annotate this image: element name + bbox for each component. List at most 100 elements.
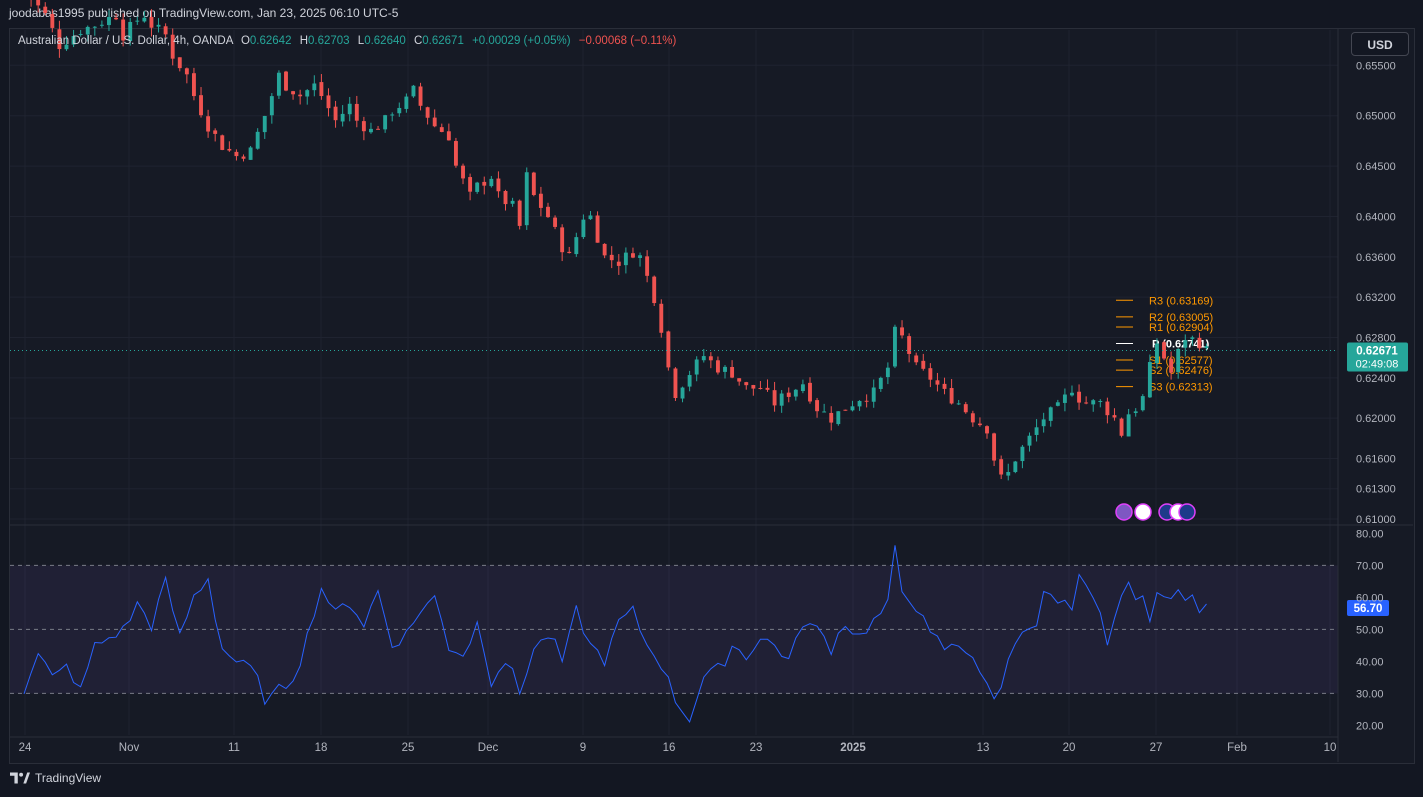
rsi-tick-label: 80.00 [1356,528,1384,540]
rsi-line [23,545,1207,723]
candle-body [900,327,904,336]
candle-body [623,252,628,266]
low-value: 0.62640 [364,35,406,47]
high-value: 0.62703 [308,35,350,47]
candle-body [36,0,41,6]
candle-body [645,256,650,276]
candle-body [1147,362,1152,398]
candle-body [376,128,380,130]
candle-body [921,360,926,369]
candle-body [985,426,989,434]
candle-body [553,217,558,227]
candle-body [1190,337,1195,339]
time-tick-label: 2025 [840,742,866,754]
candle-body [1041,419,1046,427]
price-tick-label: 0.63200 [1356,292,1396,304]
time-tick-label: 13 [977,742,990,754]
price-tick-label: 0.61300 [1356,484,1396,496]
time-tick-label: 25 [402,742,415,754]
candle-body [85,26,90,35]
rsi-background [10,564,1338,694]
flash-event-icon [1115,503,1133,521]
time-tick-label: 20 [1063,742,1076,754]
candle-body [354,103,359,121]
candle-body [524,172,529,226]
candle-body [156,24,161,27]
candle-body [1055,402,1060,406]
candle-body [772,390,777,406]
candle-body [50,14,55,28]
change-value: +0.00029 (+0.05%) [472,35,571,47]
candle-body [1197,337,1202,349]
candle-body [92,26,97,28]
candle-body [312,83,317,91]
time-tick-label: 18 [315,742,328,754]
candle-body [893,326,897,367]
candle-body [1119,418,1124,436]
candle-body [284,71,288,91]
time-tick-label: 11 [228,742,240,754]
rsi-tick-label: 70.00 [1356,560,1384,572]
candle-body [333,106,338,121]
chart-frame[interactable] [9,28,1415,764]
candle-body [878,377,883,389]
candle-body [255,131,260,149]
candle-body [326,95,331,109]
price-tick-label: 0.63600 [1356,252,1396,264]
candle-body [199,95,203,116]
candle-body [857,400,862,407]
candle-body [1084,402,1089,404]
candle-body [1169,358,1174,373]
rsi-tick-label: 20.00 [1356,720,1384,732]
change-value-2: −0.00068 (−0.11%) [578,35,677,47]
pivot-label: S2 (0.62476) [1149,365,1213,377]
candle-body [241,156,246,159]
candle-body [510,200,515,204]
candle-body [191,73,196,97]
candle-body [1098,400,1103,402]
candle-body [574,237,579,255]
candle-body [482,181,487,186]
candle-body [673,368,678,398]
candle-body [779,393,784,406]
footer-brand-label: TradingView [35,771,102,785]
time-tick-label: Feb [1227,742,1247,754]
ohlc-legend: Australian Dollar / U.S. Dollar, 4h, OAN… [18,35,676,47]
candle-body [468,177,473,192]
candle-body [149,16,154,28]
candle-body [43,6,48,13]
candle-body [595,215,600,243]
high-label: H [299,35,308,47]
rsi-value-badge [1347,599,1389,616]
candle-body [977,423,982,426]
candle-body [461,165,465,179]
currency-button[interactable]: USD [1351,32,1409,56]
pivot-label: P (0.62741) [1152,338,1210,350]
candle-body [751,385,756,389]
candle-body [864,400,869,402]
candle-body [234,151,239,157]
time-tick-label: 23 [750,742,763,754]
candle-body [1091,400,1096,405]
candle-body [262,115,267,133]
candle-body [142,17,147,22]
candle-body [793,389,798,397]
candle-body [446,131,451,141]
candle-body [1176,349,1181,373]
time-tick-label: 27 [1150,742,1163,754]
axes: 0.65500 0.65000 0.64500 0.64000 0.63600 0.632… [10,29,1413,762]
candle-body [708,356,713,361]
candle-body [276,72,281,96]
candle-body [107,16,111,26]
candle-body [298,94,303,97]
candle-body [1070,392,1074,396]
candle-body [970,413,975,423]
rsi-tick-label: 40.00 [1356,656,1384,668]
candle-body [723,366,727,372]
pivot-label: R2 (0.63005) [1149,312,1213,324]
footer-brand[interactable]: TradingView [10,771,101,785]
price-tick-label: 0.62800 [1356,332,1396,344]
price-tick-label: 0.62400 [1356,373,1396,385]
time-tick-label: 24 [19,742,32,754]
